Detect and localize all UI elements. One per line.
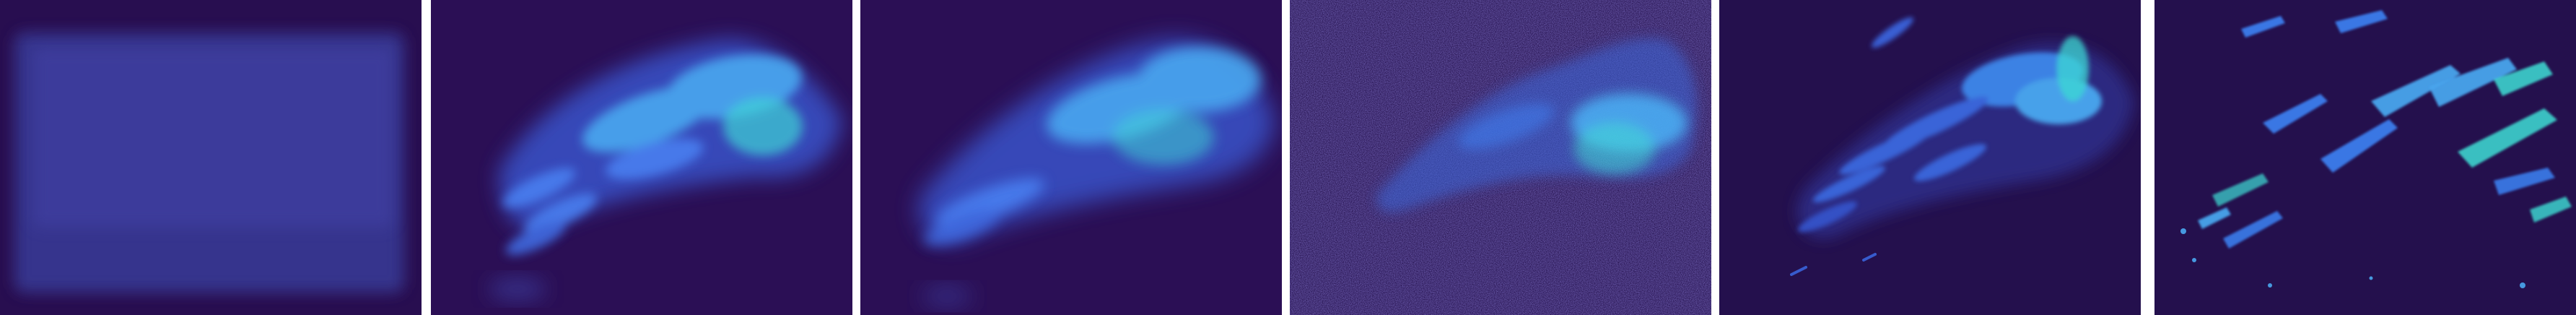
panel-1-image xyxy=(0,0,422,315)
panel-3-image xyxy=(860,0,1282,315)
panel-5-image xyxy=(1719,0,2141,315)
panel-6-image xyxy=(2154,0,2576,315)
panel-4-image xyxy=(1290,0,1711,315)
panel-2-image xyxy=(431,0,852,315)
